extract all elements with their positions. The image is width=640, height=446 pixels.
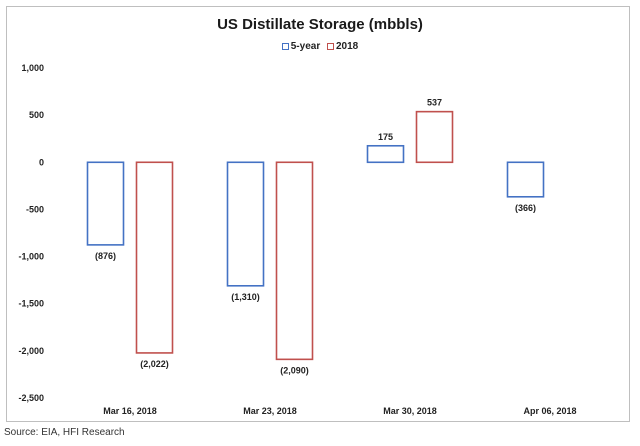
legend-item-5-year: 5-year xyxy=(281,41,321,52)
legend-label-5-year: 5-year xyxy=(290,41,321,52)
data-label: (1,310) xyxy=(231,292,260,302)
y-tick-label: -500 xyxy=(26,204,44,214)
source-note: Source: EIA, HFI Research xyxy=(4,427,125,438)
y-tick-label: 500 xyxy=(29,110,44,120)
y-tick-label: -1,000 xyxy=(18,252,44,262)
bar-2018 xyxy=(135,161,174,354)
x-tick-label: Mar 16, 2018 xyxy=(103,406,157,416)
bar-5-year xyxy=(366,144,405,164)
data-label: (2,022) xyxy=(140,359,169,369)
data-label: 175 xyxy=(378,132,393,142)
x-tick-label: Mar 23, 2018 xyxy=(243,406,297,416)
x-tick-label: Apr 06, 2018 xyxy=(523,406,576,416)
chart-title: US Distillate Storage (mbbls) xyxy=(217,16,423,33)
legend-swatch-2018 xyxy=(327,43,334,50)
data-label: (2,090) xyxy=(280,365,309,375)
bar-5-year xyxy=(506,161,545,198)
y-tick-label: -2,000 xyxy=(18,346,44,356)
legend-swatch-5-year xyxy=(281,43,289,50)
legend-label-2018: 2018 xyxy=(336,41,359,52)
legend-item-2018: 2018 xyxy=(327,41,358,52)
y-tick-label: 0 xyxy=(39,157,44,167)
bar-5-year xyxy=(226,161,265,287)
y-tick-label: -1,500 xyxy=(18,299,44,309)
legend: 5-year 2018 xyxy=(0,41,640,52)
data-label: (366) xyxy=(515,203,536,213)
bar-5-year xyxy=(86,161,125,246)
bar-2018 xyxy=(275,161,314,361)
data-label: (876) xyxy=(95,251,116,261)
data-label: 537 xyxy=(427,98,442,108)
x-tick-label: Mar 30, 2018 xyxy=(383,406,437,416)
y-tick-label: 1,000 xyxy=(21,63,44,73)
bar-2018 xyxy=(415,110,454,164)
y-tick-label: -2,500 xyxy=(18,393,44,403)
